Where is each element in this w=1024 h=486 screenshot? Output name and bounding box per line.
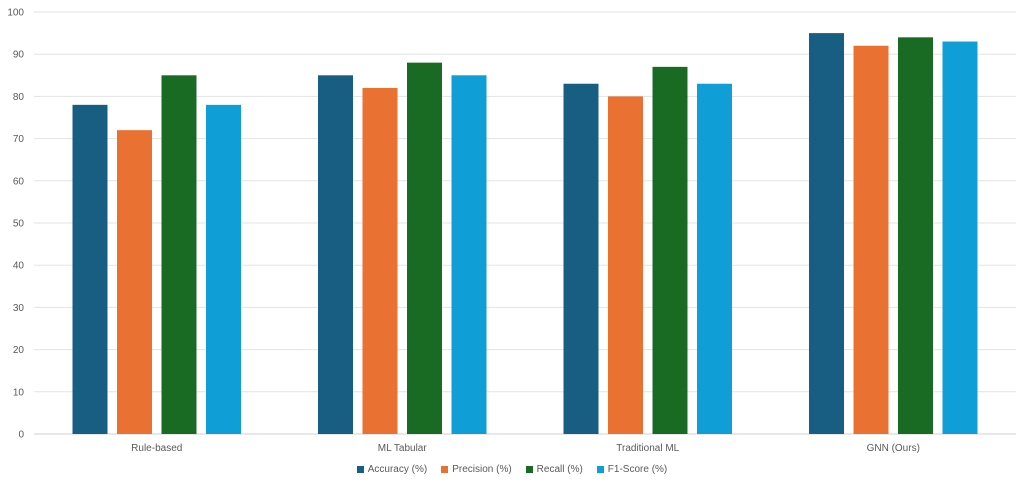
legend-item: F1-Score (%) <box>596 464 668 475</box>
bar <box>652 66 688 435</box>
legend-item: Recall (%) <box>525 464 583 475</box>
x-tick-label: ML Tabular <box>378 443 428 454</box>
y-tick-label: 10 <box>13 387 25 398</box>
y-tick-label: 20 <box>13 345 25 356</box>
bar <box>608 96 643 435</box>
bar <box>318 75 353 435</box>
bar <box>451 75 487 435</box>
y-tick-label: 60 <box>13 176 25 187</box>
legend-item: Accuracy (%) <box>356 464 428 475</box>
y-tick-label: 30 <box>13 303 25 314</box>
bar <box>161 75 197 435</box>
y-tick-label: 80 <box>13 92 25 103</box>
bar <box>563 83 599 435</box>
y-tick-label: 50 <box>13 219 25 230</box>
bar <box>697 83 732 435</box>
bar <box>362 87 398 435</box>
legend-label: Precision (%) <box>452 464 512 475</box>
legend-swatch-icon <box>356 466 364 473</box>
y-tick-label: 0 <box>18 430 24 441</box>
y-tick-label: 100 <box>7 8 24 19</box>
legend-item: Precision (%) <box>441 464 512 475</box>
bar <box>942 41 978 434</box>
bar <box>407 62 442 434</box>
bar <box>898 37 933 434</box>
y-tick-label: 70 <box>13 134 25 145</box>
bar <box>206 104 241 434</box>
legend-label: Recall (%) <box>536 464 583 475</box>
x-axis: Rule-based ML Tabular Traditional ML GNN (O… <box>131 443 920 454</box>
x-tick-label: Traditional ML <box>616 443 679 454</box>
legend-label: Accuracy (%) <box>367 464 428 475</box>
legend-swatch-icon <box>596 466 604 473</box>
legend: Accuracy (%) Precision (%) Recall (%) F1-Sc… <box>0 464 1024 475</box>
bar <box>853 45 889 434</box>
y-tick-label: 90 <box>13 50 25 61</box>
y-tick-label: 40 <box>13 261 25 272</box>
bar <box>117 130 152 434</box>
legend-swatch-icon <box>441 466 449 473</box>
legend-label: F1-Score (%) <box>607 464 668 475</box>
x-tick-label: GNN (Ours) <box>867 443 920 454</box>
bars <box>72 33 978 435</box>
legend-swatch-icon <box>525 466 533 473</box>
bar <box>72 104 108 434</box>
bar <box>809 33 844 434</box>
gridlines <box>34 11 1016 435</box>
x-tick-label: Rule-based <box>131 443 182 454</box>
y-axis: 0 10 20 30 40 50 60 70 80 90 100 <box>7 8 24 441</box>
